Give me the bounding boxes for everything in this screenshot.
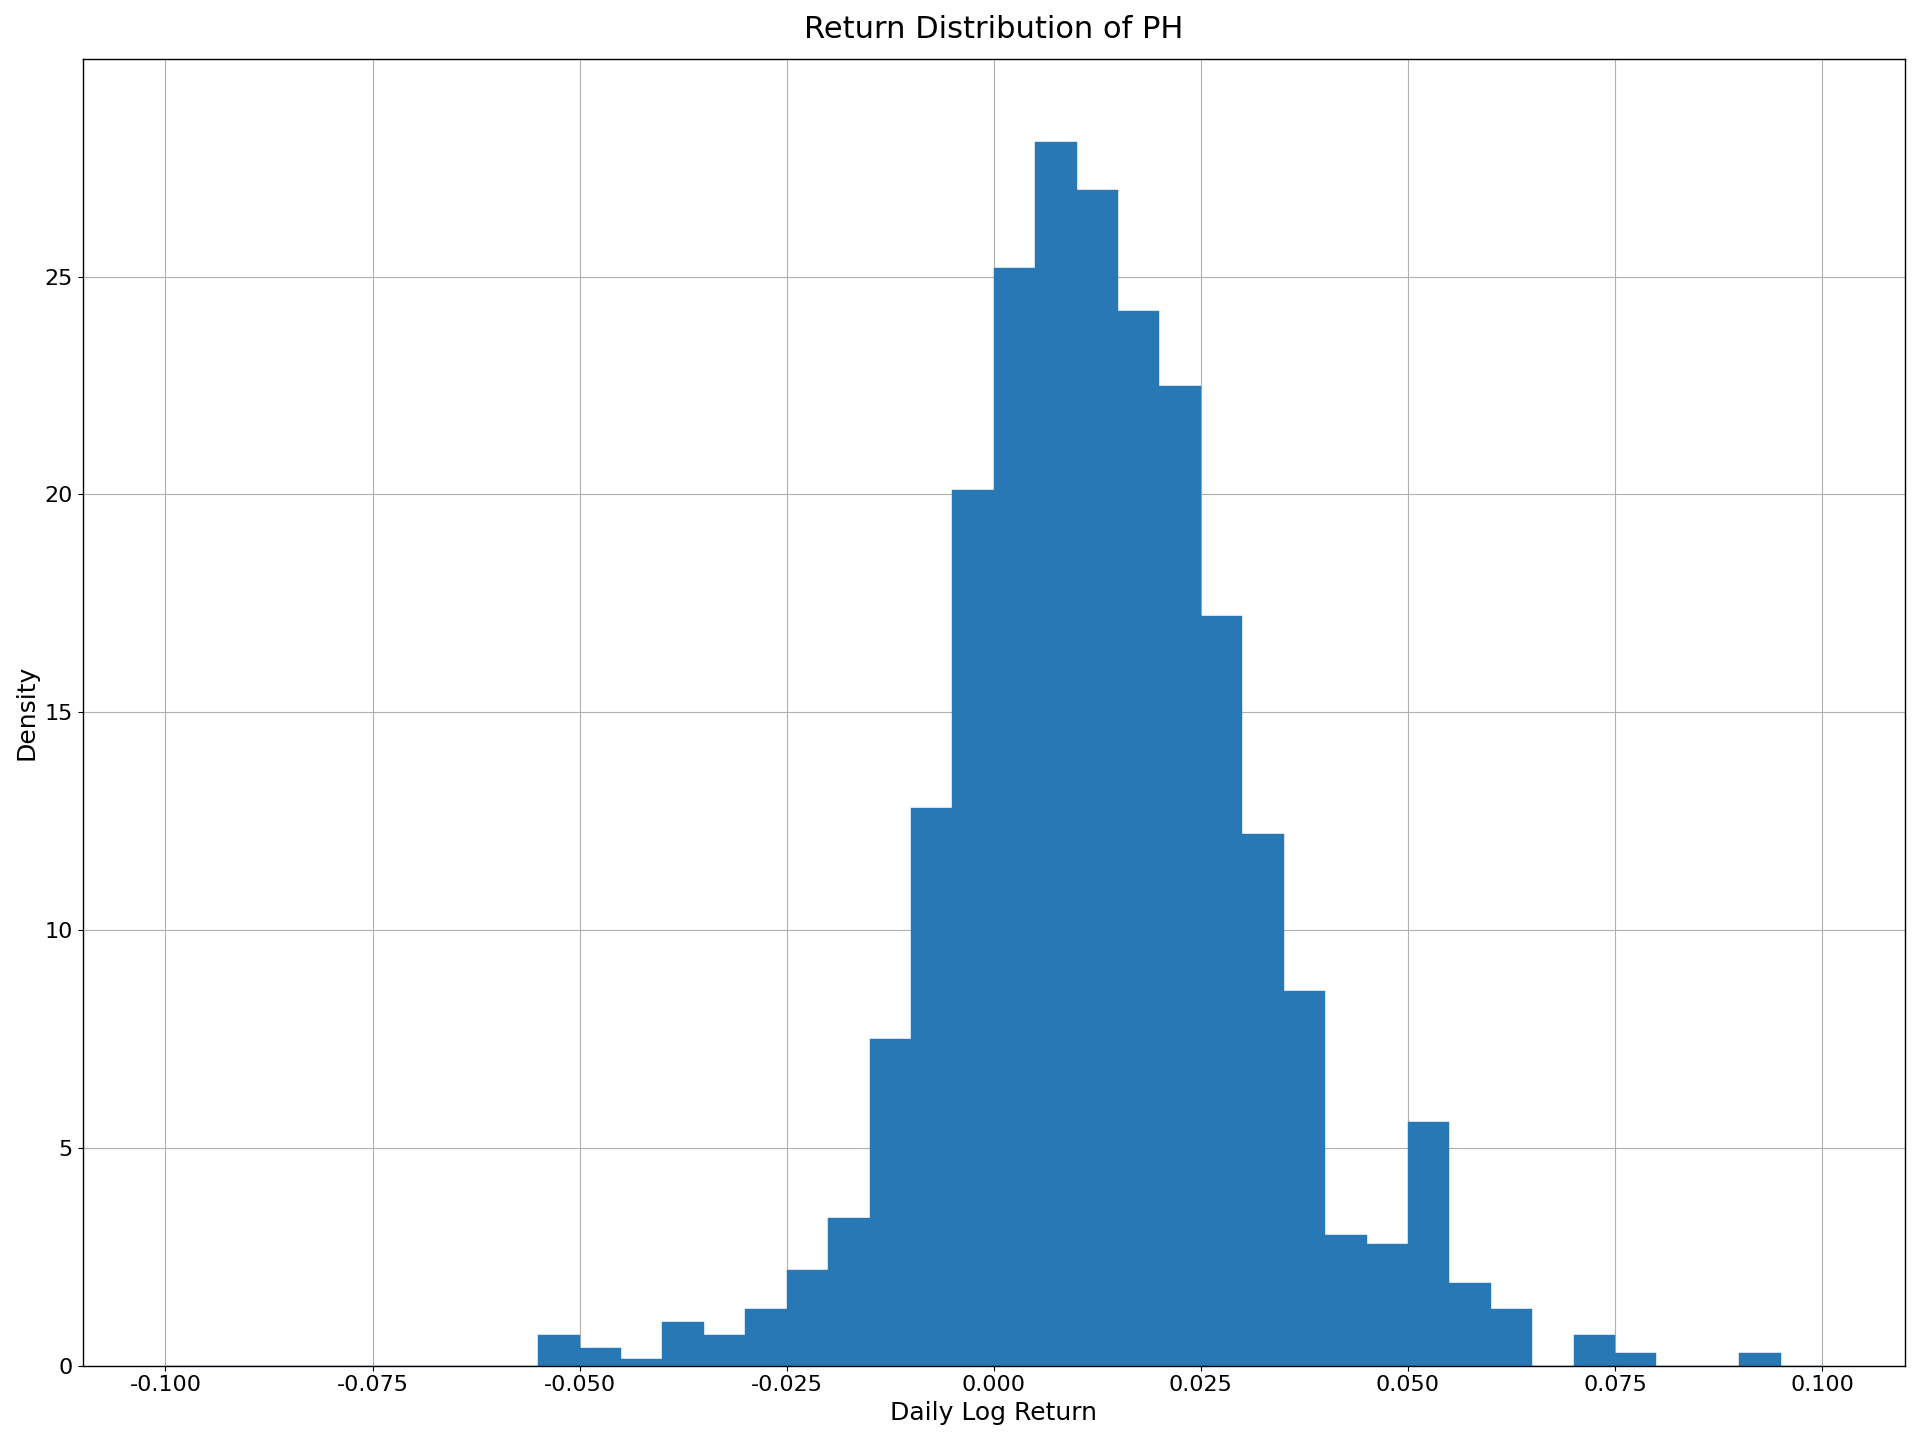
- Bar: [1574, 1335, 1615, 1365]
- Bar: [787, 1270, 828, 1365]
- Bar: [1284, 991, 1325, 1365]
- Bar: [995, 268, 1035, 1365]
- Bar: [952, 490, 995, 1365]
- Bar: [1077, 190, 1117, 1365]
- X-axis label: Daily Log Return: Daily Log Return: [891, 1401, 1098, 1426]
- Bar: [870, 1040, 910, 1365]
- Bar: [620, 1359, 662, 1365]
- Bar: [1242, 834, 1284, 1365]
- Bar: [1490, 1309, 1532, 1365]
- Bar: [705, 1335, 745, 1365]
- Bar: [1035, 141, 1077, 1365]
- Bar: [1325, 1236, 1367, 1365]
- Bar: [828, 1218, 870, 1365]
- Y-axis label: Density: Density: [15, 665, 38, 760]
- Bar: [1407, 1122, 1450, 1365]
- Bar: [1740, 1352, 1780, 1365]
- Bar: [580, 1348, 620, 1365]
- Bar: [745, 1309, 787, 1365]
- Bar: [1450, 1283, 1490, 1365]
- Bar: [1367, 1244, 1407, 1365]
- Bar: [1160, 386, 1200, 1365]
- Bar: [1200, 616, 1242, 1365]
- Bar: [538, 1335, 580, 1365]
- Bar: [1117, 311, 1160, 1365]
- Bar: [910, 808, 952, 1365]
- Bar: [662, 1322, 705, 1365]
- Title: Return Distribution of PH: Return Distribution of PH: [804, 14, 1183, 45]
- Bar: [1615, 1352, 1657, 1365]
